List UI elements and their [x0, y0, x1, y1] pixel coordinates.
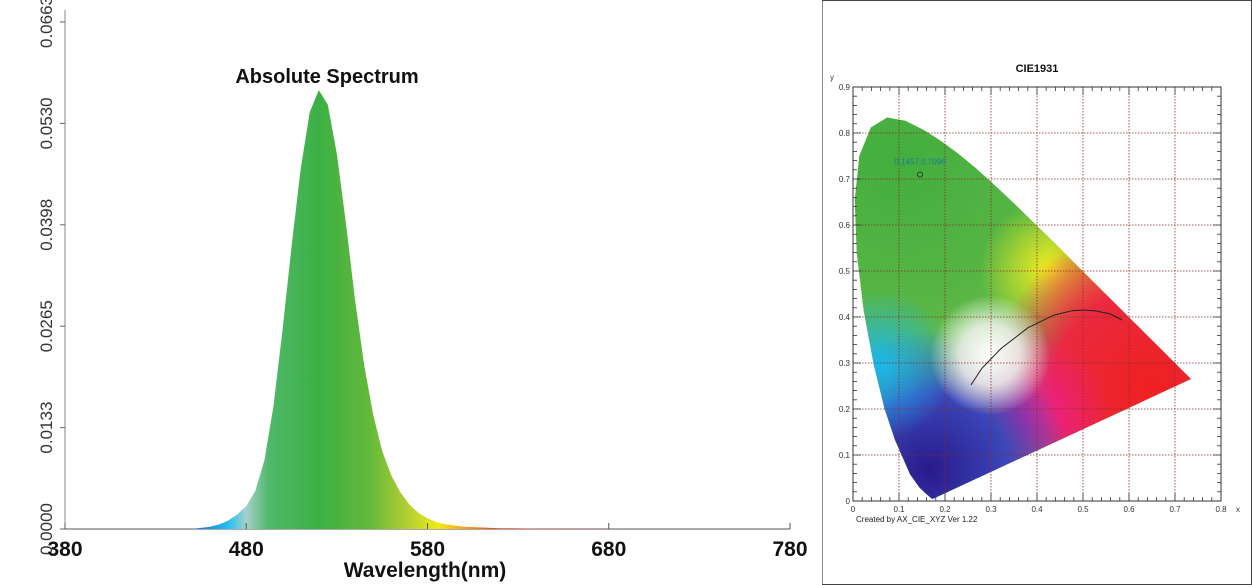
cie-y-label: y — [830, 73, 834, 82]
spectrum-x-tick-label: 480 — [229, 538, 264, 561]
spectrum-title: Absolute Spectrum — [235, 66, 418, 88]
cie-x-tick-label: 0.6 — [1123, 505, 1135, 514]
cie-x-tick-label: 0.8 — [1215, 505, 1227, 514]
cie-x-tick-label: 0.7 — [1169, 505, 1181, 514]
cie-points: 0.1457,0.7096 — [894, 158, 946, 178]
cie-x-tick-label: 0.4 — [1031, 505, 1043, 514]
spectrum-area — [191, 90, 645, 529]
cie-point-marker — [917, 171, 924, 178]
cie-point-label: 0.1457,0.7096 — [894, 158, 946, 167]
spectrum-y-ticks: 0.0000 0.0133 0.0265 0.0398 0.0530 0.0663 — [37, 0, 65, 555]
spectrum-chart: 0.0000 0.0133 0.0265 0.0398 0.0530 0.0663 380… — [0, 0, 822, 585]
cie1931-chart: 0 0.1 0.2 0.3 0.4 0.5 0.6 0.7 0.8 0 0.1 0.2 0.3 0.4 0.… — [830, 63, 1240, 524]
cie-ticks — [852, 86, 1222, 502]
cie-x-tick-label: 0.3 — [985, 505, 997, 514]
cie-x-tick-label: 0.1 — [893, 505, 905, 514]
spectrum-y-tick-label: 0.0000 — [37, 503, 56, 555]
spectrum-y-tick-label: 0.0398 — [37, 199, 56, 251]
spectrum-y-tick-label: 0.0265 — [37, 300, 56, 352]
cie-y-tick-label: 0.8 — [839, 129, 851, 138]
spectrum-x-tick-label: 380 — [47, 538, 82, 561]
planckian-locus — [970, 309, 1123, 386]
cie-y-tick-label: 0.7 — [839, 175, 851, 184]
cie-credit: Created by AX_CIE_XYZ Ver 1.22 — [856, 515, 978, 524]
spectrum-panel — [0, 0, 822, 585]
cie-tick-labels: 0 0.1 0.2 0.3 0.4 0.5 0.6 0.7 0.8 0 0.1 0.2 0.3 0.4 0.… — [839, 83, 1227, 514]
spectrum-x-tick-label: 580 — [410, 538, 445, 561]
spectrum-y-tick-label: 0.0133 — [37, 402, 56, 454]
spectrum-y-tick-label: 0.0663 — [37, 0, 56, 48]
cie-y-tick-label: 0.5 — [839, 267, 851, 276]
cie-y-tick-label: 0.2 — [839, 405, 851, 414]
cie-title: CIE1931 — [1016, 63, 1059, 75]
cie-grid — [853, 87, 1221, 501]
cie-x-tick-label: 0.2 — [939, 505, 951, 514]
spectrum-x-label: Wavelength(nm) — [344, 559, 507, 582]
cie-x-tick-label: 0 — [851, 505, 856, 514]
cie-x-label: x — [1236, 505, 1240, 514]
spectrum-x-tick-label: 680 — [591, 538, 626, 561]
cie-y-tick-label: 0.1 — [839, 451, 851, 460]
spectrum-y-tick-label: 0.0530 — [37, 97, 56, 149]
spectrum-x-ticks: 380 480 580 680 780 — [47, 523, 808, 561]
cie-y-tick-label: 0.9 — [839, 83, 851, 92]
cie-y-tick-label: 0.4 — [839, 313, 851, 322]
cie-y-tick-label: 0.3 — [839, 359, 851, 368]
cie-x-tick-label: 0.5 — [1077, 505, 1089, 514]
spectrum-x-tick-label: 780 — [772, 538, 807, 561]
cie-y-tick-label: 0 — [846, 497, 851, 506]
cie-y-tick-label: 0.6 — [839, 221, 851, 230]
